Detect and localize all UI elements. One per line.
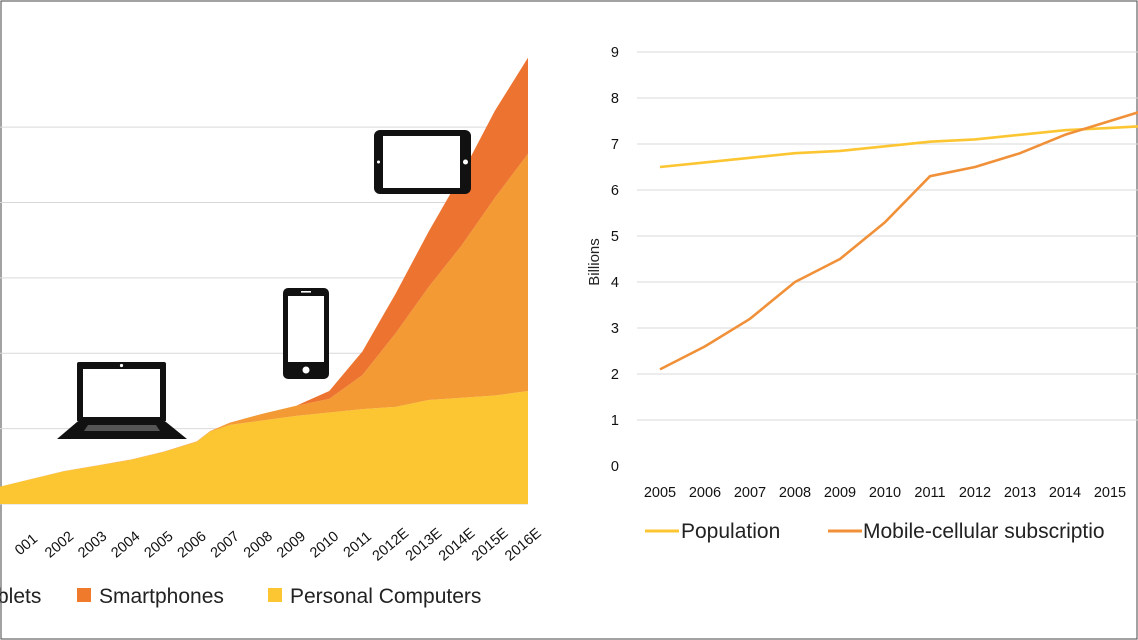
legend-label-mobile-subscriptions: Mobile-cellular subscriptio <box>863 520 1105 543</box>
area-tablets-band <box>0 57 528 487</box>
line-mobile-subscriptions <box>659 111 1138 371</box>
left-x-tick-label: 2010 <box>307 528 342 561</box>
legend-label-personal-computers: Personal Computers <box>290 585 481 608</box>
line-population <box>659 125 1138 169</box>
right-y-tick-label: 6 <box>611 183 619 199</box>
right-y-axis-ticks: 0 1 2 3 4 5 6 7 8 9 <box>611 45 619 475</box>
left-x-tick-label: 2009 <box>274 528 309 561</box>
right-x-tick-label: 2007 <box>734 485 766 501</box>
right-x-tick-label: 2009 <box>824 485 856 501</box>
right-y-tick-label: 1 <box>611 413 619 429</box>
right-x-tick-label: 2012 <box>959 485 991 501</box>
right-x-tick-label: 2011 <box>914 485 945 501</box>
legend-swatch-personal-computers <box>268 588 282 602</box>
right-y-tick-label: 3 <box>611 321 619 337</box>
smartphone-icon <box>283 288 329 379</box>
right-x-axis-ticks: 2005 2006 2007 2008 2009 2010 2011 2012 2013 2014… <box>644 485 1126 501</box>
left-legend: blets Smartphones Personal Computers <box>0 585 481 608</box>
left-x-tick-label: 2006 <box>175 528 210 561</box>
left-x-axis-ticks: 001 2002200320042005200620072008200920102… <box>12 525 545 564</box>
right-x-tick-label: 2010 <box>869 485 901 501</box>
right-x-tick-label: 2014 <box>1049 485 1081 501</box>
right-x-tick-label: 2015 <box>1094 485 1126 501</box>
laptop-icon <box>57 362 187 439</box>
right-line-series <box>659 111 1138 371</box>
left-x-tick-label: 2008 <box>241 528 276 561</box>
right-x-tick-label: 2013 <box>1004 485 1036 501</box>
left-x-tick-label: 2004 <box>108 528 143 561</box>
right-y-tick-label: 7 <box>611 137 619 153</box>
left-x-tick-label: 2016E <box>502 525 545 564</box>
right-y-tick-label: 4 <box>611 275 619 291</box>
left-x-tick-label: 2011 <box>341 529 375 561</box>
area-smartphones <box>0 153 528 487</box>
left-area-series <box>0 57 528 504</box>
left-x-tick-label: 001 <box>12 531 41 559</box>
left-x-tick-label: 2015E <box>469 525 512 564</box>
right-legend: Population Mobile-cellular subscriptio <box>645 520 1105 543</box>
left-x-tick-label: 2013E <box>403 525 446 564</box>
left-x-tick-label: 2007 <box>208 528 243 561</box>
legend-label-tablets: blets <box>0 585 41 608</box>
right-x-tick-label: 2008 <box>779 485 811 501</box>
right-y-tick-label: 8 <box>611 91 619 107</box>
left-x-tick-label: 2014E <box>436 525 479 564</box>
area-personal-computers <box>0 391 528 504</box>
left-x-tick-label: 2012E <box>370 525 413 564</box>
right-y-tick-label: 9 <box>611 45 619 61</box>
left-x-tick-label: 2002 <box>42 528 77 561</box>
right-x-tick-label: 2006 <box>689 485 721 501</box>
tablet-icon <box>374 130 471 194</box>
legend-label-population: Population <box>681 520 780 543</box>
left-x-tick-label: 2003 <box>75 528 110 561</box>
right-y-axis-title: Billions <box>586 238 603 286</box>
right-x-tick-label: 2005 <box>644 485 676 501</box>
right-y-tick-label: 5 <box>611 229 619 245</box>
right-y-tick-label: 2 <box>611 367 619 383</box>
legend-label-smartphones: Smartphones <box>99 585 224 608</box>
right-y-tick-label: 0 <box>611 459 619 475</box>
left-x-tick-label: 2005 <box>142 528 177 561</box>
right-gridlines <box>637 51 1138 421</box>
legend-swatch-smartphones <box>77 588 91 602</box>
